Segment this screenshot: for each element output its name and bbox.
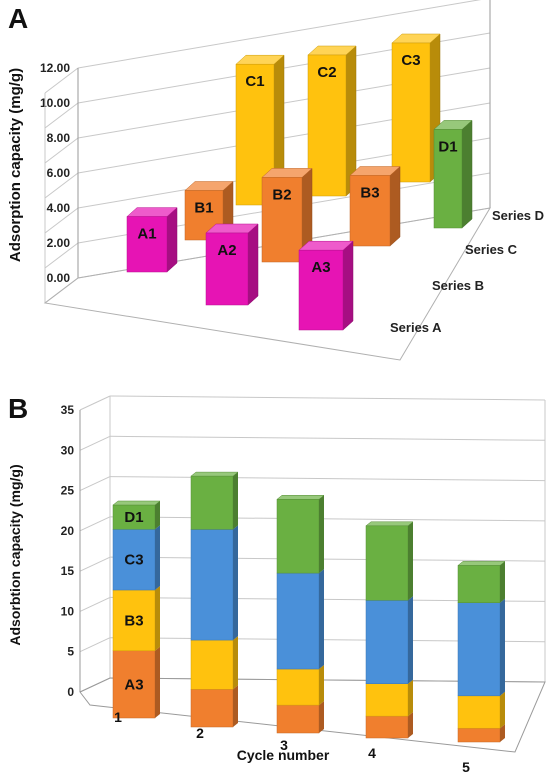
chart-b-y-tick-label: 20 (61, 524, 75, 538)
chart-a-bar-d1 (433, 119, 473, 229)
chart-b-bar-segment (276, 701, 324, 734)
chart-a-y-tick-label: 12.00 (40, 61, 70, 75)
chart-a-bar-label: A2 (217, 242, 236, 259)
chart-b-bar-segment (457, 691, 505, 729)
chart-b-bar-segment (190, 525, 238, 641)
chart-b-x-tick-label: 5 (462, 759, 470, 775)
chart-b-bar-segment (190, 471, 239, 530)
chart-b-bar-segment (457, 561, 506, 603)
chart-b-y-tick-label: 15 (61, 564, 75, 578)
chart-b-bar-segment (112, 500, 161, 530)
chart-a-bar-label: B3 (360, 184, 379, 201)
chart-a-bar-c2 (307, 45, 357, 197)
chart-a-y-tick-label: 6.00 (47, 166, 71, 180)
chart-b-y-tick-label: 0 (67, 685, 74, 699)
panel-a-letter: A (8, 3, 28, 34)
chart-a-series-label: Series A (390, 320, 442, 335)
chart-b-y-axis-label: Adsorbtion capacity (mg/g) (7, 464, 23, 645)
chart-b-bar-segment (365, 596, 413, 684)
chart-a-bar-b2 (261, 167, 313, 263)
chart-a-bar-a1 (126, 207, 178, 273)
chart-b-y-tick-label: 35 (61, 403, 75, 417)
chart-a-series-label: Series C (465, 242, 518, 257)
chart-b-y-tick-label: 10 (61, 604, 75, 618)
chart-b-x-tick-label: 2 (196, 725, 204, 741)
chart-b-bar-segment (276, 665, 324, 706)
chart-a-series-label: Series D (492, 208, 544, 223)
chart-a-y-tick-label: 2.00 (47, 236, 71, 250)
chart-a-y-tick-label: 4.00 (47, 201, 71, 215)
chart-a-bar-label: A3 (311, 259, 330, 276)
chart-b-bar-segment (276, 569, 324, 670)
chart-a-bar-b3 (349, 165, 401, 247)
chart-b-segment-label: B3 (124, 612, 143, 629)
chart-b-bar-segment (457, 598, 505, 697)
chart-b-bar-segment (112, 646, 160, 719)
chart-b-bar-segment (190, 636, 238, 690)
chart-a-bar-c1 (235, 54, 285, 206)
chart-a-series-label: Series B (432, 278, 484, 293)
chart-b-x-tick-label: 4 (368, 745, 376, 761)
chart-b-bar-segment (365, 679, 413, 717)
chart-a-y-tick-label: 8.00 (47, 131, 71, 145)
chart-b-bar-segment (365, 521, 414, 601)
chart-a-bar-label: D1 (438, 138, 457, 155)
chart-b-x-tick-label: 1 (114, 709, 122, 725)
chart-b-bar-segment (276, 495, 325, 574)
chart-a-bar-a3 (298, 240, 354, 331)
chart-a-bar-label: B1 (194, 200, 213, 217)
chart-b-y-tick-label: 5 (67, 645, 74, 659)
chart-b-y-tick-label: 30 (61, 443, 75, 457)
chart-a-bar-label: C1 (245, 73, 264, 90)
chart-a-y-tick-label: 0.00 (47, 271, 71, 285)
panel-b-letter: B (8, 393, 28, 424)
chart-a-bar-c3 (391, 33, 441, 183)
chart-a-bar-label: C3 (401, 52, 420, 69)
chart-b-x-axis-label: Cycle number (237, 747, 330, 763)
chart-b-x-tick-label: 3 (280, 737, 288, 753)
chart-b-bar-segment (112, 525, 160, 591)
chart-b-segment-label: D1 (124, 509, 143, 526)
chart-a-bar-label: B2 (272, 186, 291, 203)
chart-b-bar-segment (365, 712, 413, 739)
chart-b-y-tick-label: 25 (61, 484, 75, 498)
chart-a: 0.00 2.00 4.00 6.00 8.00 10.00 12.00 Series A Se… (40, 0, 544, 361)
chart-b-bar-segment (190, 685, 238, 728)
chart-a-bar-label: C2 (317, 64, 336, 81)
chart-a-y-axis-label: Adsorption capacity (mg/g) (7, 68, 24, 262)
chart-a-bar-label: A1 (137, 226, 156, 243)
chart-a-y-tick-label: 10.00 (40, 96, 70, 110)
chart-b-segment-label: A3 (124, 676, 143, 693)
chart-b: 0 5 10 15 20 25 30 35 1 2 3 4 5 A3 B3 C3 D1 (61, 395, 546, 775)
chart-a-bar-a2 (205, 223, 259, 306)
chart-b-segment-label: C3 (124, 552, 143, 569)
